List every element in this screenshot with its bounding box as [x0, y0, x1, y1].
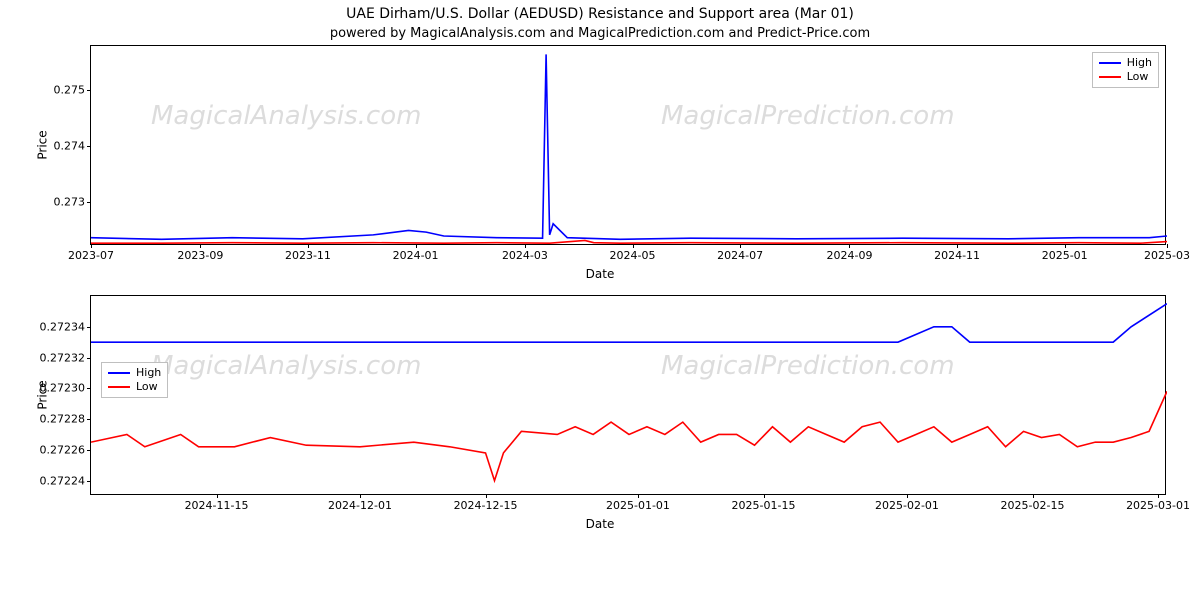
- legend-label-high: High: [136, 366, 161, 380]
- ytick-label: 0.27230: [33, 382, 85, 395]
- legend-row-low: Low: [1099, 70, 1152, 84]
- ytick-mark: [87, 481, 91, 482]
- xtick-mark: [308, 244, 309, 248]
- xtick-mark: [1033, 494, 1034, 498]
- xtick-label: 2025-02-01: [875, 499, 939, 512]
- xtick-label: 2024-12-15: [454, 499, 518, 512]
- xtick-mark: [217, 494, 218, 498]
- series-low-line: [91, 240, 1167, 243]
- legend-swatch-low: [108, 386, 130, 388]
- xtick-label: 2024-12-01: [328, 499, 392, 512]
- ytick-label: 0.275: [33, 84, 85, 97]
- ytick-label: 0.273: [33, 195, 85, 208]
- xtick-mark: [91, 244, 92, 248]
- xtick-label: 2024-03: [502, 249, 548, 262]
- xtick-mark: [1065, 244, 1066, 248]
- chart-1-legend: High Low: [1092, 52, 1159, 88]
- xtick-label: 2025-03: [1144, 249, 1190, 262]
- xtick-mark: [907, 494, 908, 498]
- xtick-label: 2025-01-01: [606, 499, 670, 512]
- ytick-label: 0.274: [33, 140, 85, 153]
- ytick-mark: [87, 388, 91, 389]
- xtick-mark: [638, 494, 639, 498]
- ytick-label: 0.27234: [33, 320, 85, 333]
- ytick-label: 0.27232: [33, 351, 85, 364]
- xtick-label: 2025-02-15: [1001, 499, 1065, 512]
- legend-label-high: High: [1127, 56, 1152, 70]
- legend-swatch-low: [1099, 76, 1121, 78]
- chart-title: UAE Dirham/U.S. Dollar (AEDUSD) Resistan…: [0, 6, 1200, 22]
- xtick-label: 2024-07: [717, 249, 763, 262]
- xtick-label: 2024-05: [610, 249, 656, 262]
- xtick-mark: [849, 244, 850, 248]
- chart-1-plot-area: MagicalAnalysis.com MagicalPrediction.co…: [90, 45, 1166, 245]
- series-high-line: [91, 54, 1167, 239]
- ytick-mark: [87, 419, 91, 420]
- xtick-label: 2024-11: [934, 249, 980, 262]
- xtick-label: 2024-09: [827, 249, 873, 262]
- xtick-mark: [200, 244, 201, 248]
- legend-label-low: Low: [136, 380, 158, 394]
- ytick-label: 0.27226: [33, 443, 85, 456]
- xtick-label: 2025-01: [1042, 249, 1088, 262]
- xtick-label: 2025-01-15: [732, 499, 796, 512]
- xtick-mark: [1158, 494, 1159, 498]
- chart-2-svg: [91, 296, 1167, 496]
- chart-2-plot-area: MagicalAnalysis.com MagicalPrediction.co…: [90, 295, 1166, 495]
- legend-row-low: Low: [108, 380, 161, 394]
- xtick-mark: [416, 244, 417, 248]
- xtick-mark: [633, 244, 634, 248]
- xtick-mark: [740, 244, 741, 248]
- series-low-line: [91, 391, 1167, 480]
- chart-subtitle: powered by MagicalAnalysis.com and Magic…: [0, 26, 1200, 41]
- chart-2-wrapper: Price MagicalAnalysis.com MagicalPredict…: [90, 295, 1180, 495]
- legend-row-high: High: [108, 366, 161, 380]
- xtick-mark: [764, 494, 765, 498]
- ytick-mark: [87, 327, 91, 328]
- ytick-label: 0.27228: [33, 413, 85, 426]
- ytick-label: 0.27224: [33, 474, 85, 487]
- xtick-label: 2025-03-01: [1126, 499, 1190, 512]
- xtick-mark: [360, 494, 361, 498]
- ytick-mark: [87, 146, 91, 147]
- legend-swatch-high: [1099, 62, 1121, 64]
- chart-2-legend: High Low: [101, 362, 168, 398]
- chart-1-svg: [91, 46, 1167, 246]
- legend-swatch-high: [108, 372, 130, 374]
- chart-2-xlabel: Date: [0, 517, 1200, 531]
- ytick-mark: [87, 358, 91, 359]
- xtick-label: 2024-01: [393, 249, 439, 262]
- xtick-label: 2023-09: [177, 249, 223, 262]
- legend-label-low: Low: [1127, 70, 1149, 84]
- xtick-mark: [957, 244, 958, 248]
- ytick-mark: [87, 90, 91, 91]
- xtick-label: 2024-11-15: [185, 499, 249, 512]
- series-high-line: [91, 304, 1167, 342]
- xtick-label: 2023-07: [68, 249, 114, 262]
- xtick-mark: [525, 244, 526, 248]
- chart-1-xlabel: Date: [0, 267, 1200, 281]
- xtick-label: 2023-11: [285, 249, 331, 262]
- legend-row-high: High: [1099, 56, 1152, 70]
- ytick-mark: [87, 450, 91, 451]
- figure-container: UAE Dirham/U.S. Dollar (AEDUSD) Resistan…: [0, 6, 1200, 606]
- xtick-mark: [1167, 244, 1168, 248]
- ytick-mark: [87, 202, 91, 203]
- chart-1-wrapper: Price MagicalAnalysis.com MagicalPredict…: [90, 45, 1180, 245]
- xtick-mark: [486, 494, 487, 498]
